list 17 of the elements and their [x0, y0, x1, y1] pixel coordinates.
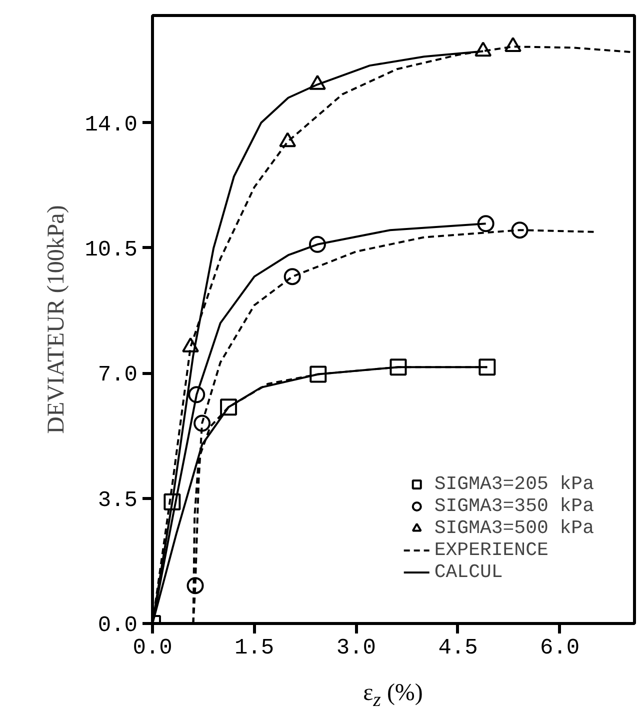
- y-tick-label: 10.5: [84, 237, 138, 262]
- legend-label: CALCUL: [434, 561, 503, 583]
- x-tick-label: 0.0: [132, 636, 172, 660]
- legend-label: SIGMA3=350 kPa: [434, 495, 594, 517]
- x-tick-label: 6.0: [540, 636, 580, 660]
- x-tick-label: 1.5: [234, 636, 274, 660]
- legend-label: SIGMA3=500 kPa: [434, 517, 594, 539]
- legend-label: EXPERIENCE: [434, 539, 548, 561]
- x-tick-label: 3.0: [336, 636, 376, 660]
- x-axis-title: ε$_{z}$ (%): [363, 679, 423, 713]
- y-tick-label: 14.0: [84, 112, 138, 138]
- y-tick-label: 0.0: [98, 613, 138, 638]
- y-tick-label: 7.0: [98, 362, 138, 388]
- x-tick-label: 4.5: [438, 636, 478, 660]
- y-tick-label: 3.5: [98, 488, 138, 513]
- legend-label: SIGMA3=205 kPa: [434, 473, 594, 495]
- y-axis-title: DEVIATEUR (100kPa): [44, 205, 70, 434]
